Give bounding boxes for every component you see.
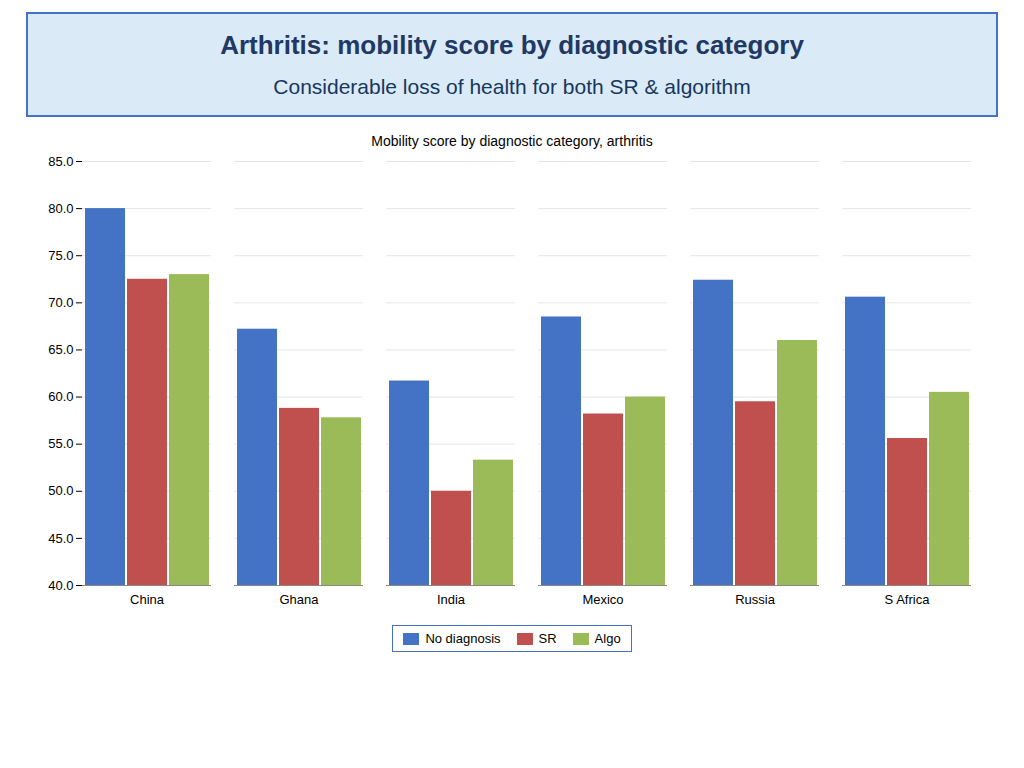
html-text:Mobility score by diagnostic c: Mobility score by diagnostic category, a… xyxy=(371,133,653,149)
svg-text:50.0: 50.0 xyxy=(48,483,73,498)
svg-text:Ghana: Ghana xyxy=(279,592,319,607)
svg-text:60.0: 60.0 xyxy=(48,389,73,404)
svg-text:45.0: 45.0 xyxy=(48,531,73,546)
html-text:SR: SR xyxy=(538,631,557,646)
html-text:Considerable loss of health fo: Considerable loss of health for both SR … xyxy=(273,75,751,98)
svg-text:75.0: 75.0 xyxy=(48,248,73,263)
svg-text:S Africa: S Africa xyxy=(885,592,931,607)
svg-text:80.0: 80.0 xyxy=(48,201,73,216)
html-text:No diagnosis: No diagnosis xyxy=(425,631,501,646)
svg-text:China: China xyxy=(130,592,165,607)
svg-text:Mexico: Mexico xyxy=(582,592,623,607)
html-text:Algo: Algo xyxy=(594,631,621,646)
svg-text:Russia: Russia xyxy=(735,592,776,607)
svg-text:70.0: 70.0 xyxy=(48,295,73,310)
html-text:Arthritis: mobility score by d: Arthritis: mobility score by diagnostic … xyxy=(220,30,804,60)
svg-text:India: India xyxy=(437,592,466,607)
svg-text:40.0: 40.0 xyxy=(48,578,73,593)
svg-text:55.0: 55.0 xyxy=(48,436,73,451)
svg-text:85.0: 85.0 xyxy=(48,154,73,169)
svg-text:65.0: 65.0 xyxy=(48,342,73,357)
